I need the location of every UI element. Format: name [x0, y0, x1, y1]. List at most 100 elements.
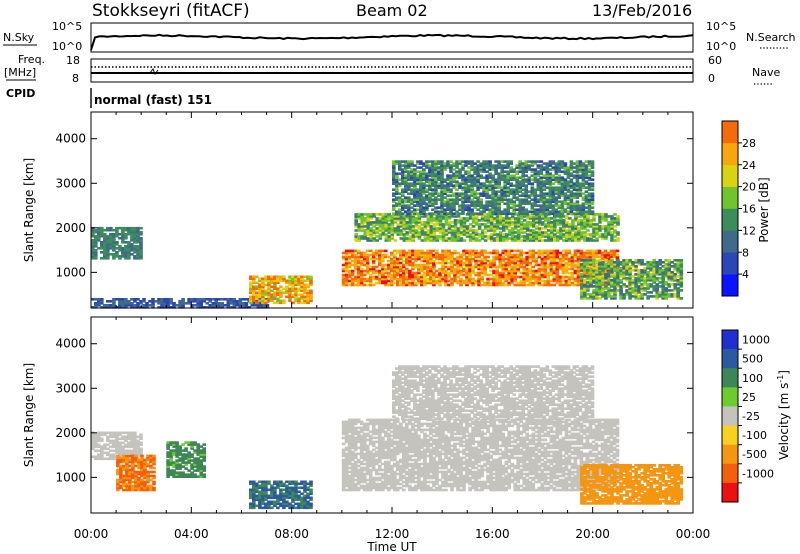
power-echo-cell — [548, 204, 553, 207]
power-echo-cell — [205, 298, 209, 301]
power-echo-cell — [434, 190, 438, 193]
power-echo-cell — [411, 215, 416, 218]
power-echo-cell — [622, 271, 626, 274]
power-echo-cell — [393, 253, 397, 257]
power-echo-cell — [341, 263, 346, 267]
power-echo-cell — [267, 299, 271, 303]
power-echo-cell — [407, 174, 411, 177]
power-echo-cell — [546, 281, 551, 285]
power-echo-cell — [604, 287, 608, 290]
power-echo-cell — [634, 267, 638, 270]
power-echo-cell — [568, 237, 572, 240]
power-echo-cell — [661, 265, 665, 268]
power-echo-cell — [513, 253, 517, 257]
power-echo-cell — [518, 180, 522, 183]
power-echo-cell — [366, 231, 370, 234]
power-echo-cell — [172, 306, 176, 309]
power-echo-cell — [541, 215, 545, 218]
power-echo-cell — [574, 229, 578, 232]
power-echo-cell — [435, 255, 439, 259]
power-echo-cell — [501, 281, 505, 285]
power-echo-cell — [524, 192, 528, 195]
power-echo-cell — [441, 225, 446, 228]
power-echo-cell — [429, 225, 434, 228]
power-echo-cell — [607, 273, 611, 276]
power-echo-cell — [393, 257, 397, 261]
power-echo-cell — [512, 204, 516, 207]
power-echo-cell — [646, 271, 650, 274]
power-echo-cell — [479, 168, 483, 171]
power-echo-cell — [393, 259, 397, 263]
power-echo-cell — [440, 174, 444, 177]
power-echo-cell — [658, 267, 662, 270]
power-echo-cell — [401, 190, 405, 193]
power-echo-cell — [431, 192, 435, 195]
power-echo-cell — [250, 304, 255, 307]
power-echo-cell — [486, 283, 490, 287]
power-echo-cell — [470, 194, 474, 197]
power-echo-cell — [404, 204, 408, 207]
power-echo-cell — [441, 253, 445, 257]
power-echo-cell — [465, 251, 469, 255]
power-echo-cell — [572, 202, 577, 205]
power-echo-cell — [497, 206, 501, 209]
power-echo-cell — [588, 251, 593, 255]
power-echo-cell — [535, 221, 539, 224]
power-echo-cell — [498, 237, 503, 240]
power-echo-cell — [395, 190, 399, 193]
power-echo-cell — [369, 237, 373, 240]
power-echo-cell — [590, 194, 595, 197]
power-echo-cell — [294, 289, 298, 293]
power-echo-cell — [491, 210, 495, 213]
power-echo-cell — [438, 281, 442, 285]
power-echo-cell — [622, 259, 626, 262]
power-echo-cell — [628, 271, 632, 274]
power-echo-cell — [264, 299, 268, 303]
power-echo-cell — [214, 300, 218, 303]
power-echo-cell — [440, 208, 444, 211]
power-echo-cell — [531, 259, 536, 263]
power-echo-cell — [133, 228, 137, 232]
power-echo-cell — [533, 196, 538, 199]
power-echo-cell — [103, 239, 107, 242]
power-echo-cell — [676, 295, 680, 298]
power-echo-cell — [507, 249, 511, 253]
power-echo-cell — [408, 257, 412, 261]
power-echo-cell — [468, 255, 472, 259]
power-echo-cell — [199, 302, 203, 305]
power-echo-cell — [495, 215, 500, 218]
power-echo-cell — [359, 251, 364, 255]
power-echo-cell — [558, 281, 563, 285]
power-echo-cell — [547, 217, 551, 220]
power-echo-cell — [531, 283, 536, 287]
power-echo-cell — [578, 176, 583, 179]
power-echo-cell — [607, 229, 611, 232]
power-echo-cell — [401, 192, 405, 195]
power-echo-cell — [640, 297, 644, 300]
power-echo-cell — [575, 180, 580, 183]
power-echo-cell — [607, 289, 611, 292]
power-echo-cell — [583, 237, 587, 240]
power-echo-cell — [576, 271, 581, 275]
power-echo-cell — [139, 232, 143, 236]
power-echo-cell — [649, 273, 653, 276]
power-echo-cell — [498, 231, 503, 234]
power-echo-cell — [592, 279, 596, 282]
power-echo-cell — [562, 215, 566, 218]
power-echo-cell — [631, 283, 635, 286]
power-echo-cell — [586, 221, 590, 224]
power-echo-cell — [399, 281, 403, 285]
power-echo-cell — [157, 298, 161, 301]
power-echo-cell — [551, 192, 556, 195]
power-echo-cell — [371, 275, 376, 279]
power-echo-cell — [464, 196, 468, 199]
power-echo-cell — [486, 279, 490, 283]
power-echo-cell — [267, 293, 271, 297]
power-echo-cell — [546, 253, 551, 257]
power-echo-cell — [202, 298, 206, 301]
power-echo-cell — [365, 253, 370, 257]
power-echo-cell — [476, 212, 480, 215]
power-echo-cell — [470, 182, 474, 185]
power-echo-cell — [485, 202, 489, 205]
power-echo-cell — [497, 210, 501, 213]
